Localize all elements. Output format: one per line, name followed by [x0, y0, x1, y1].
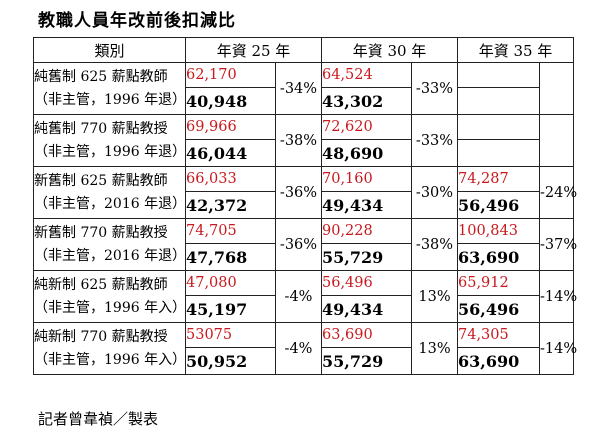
y35-post-reform-value: 63,690: [457, 347, 540, 375]
y35-pre-reform-value: [457, 114, 540, 140]
y25-pre-reform-value: 53075: [185, 322, 276, 348]
y30-pre-reform-value: 64,524: [321, 62, 412, 88]
category-line-1: 新舊制 625 薪點教師: [34, 172, 168, 189]
category-line-2: （非主管，1996 年入）: [34, 351, 187, 368]
table-row-continued: 40,948 43,302: [34, 87, 574, 115]
row-category-label: 純新制 625 薪點教師 （非主管，1996 年入）: [33, 270, 187, 323]
y35-reduction-percent: -24%: [539, 166, 577, 219]
table-header-row: 類別 年資 25 年 年資 30 年 年資 35 年: [33, 37, 574, 63]
y25-post-reform-value: 47,768: [185, 243, 276, 271]
row-category-label: 新舊制 770 薪點教授 （非主管，2016 年退）: [33, 218, 187, 271]
y30-post-reform-value: 48,690: [321, 139, 412, 167]
header-30-years: 年資 30 年: [321, 37, 458, 63]
y25-pre-reform-value: 69,966: [185, 114, 276, 140]
category-line-2: （非主管，2016 年退）: [34, 195, 187, 212]
row-category-label: 新舊制 625 薪點教師 （非主管，2016 年退）: [33, 166, 187, 219]
y30-reduction-percent: -30%: [411, 166, 458, 219]
y25-post-reform-value: 50,952: [185, 347, 276, 375]
category-line-2: （非主管，1996 年入）: [34, 299, 187, 316]
y30-pre-reform-value: 90,228: [321, 218, 412, 244]
y35-pre-reform-value: 74,305: [457, 322, 540, 348]
category-line-2: （非主管，2016 年退）: [34, 247, 187, 264]
y25-reduction-percent: -4%: [275, 322, 322, 375]
category-line-1: 純新制 770 薪點教授: [34, 328, 168, 345]
y30-pre-reform-value: 70,160: [321, 166, 412, 192]
page-title: 教職人員年改前後扣減比: [38, 11, 236, 31]
table-row: 純新制 770 薪點教授 （非主管，1996 年入） 53075 -4% 63,690 1…: [33, 322, 577, 375]
y35-post-reform-value: [457, 139, 540, 167]
y30-reduction-percent: -33%: [411, 62, 458, 115]
y30-pre-reform-value: 56,496: [321, 270, 412, 296]
table-row-continued: 47,768 55,729 63,690: [34, 243, 574, 271]
y30-post-reform-value: 55,729: [321, 243, 412, 271]
category-line-2: （非主管，1996 年退）: [34, 143, 187, 160]
category-line-2: （非主管，1996 年退）: [34, 91, 187, 108]
y35-post-reform-value: [457, 87, 540, 115]
table-row: 純新制 625 薪點教師 （非主管，1996 年入） 47,080 -4% 56,496…: [33, 270, 577, 323]
y35-reduction-percent: -37%: [539, 218, 577, 271]
y30-reduction-percent: 13%: [411, 322, 458, 375]
y35-post-reform-value: 56,496: [457, 295, 540, 323]
table-row-continued: 46,044 48,690: [34, 139, 574, 167]
table-row: 新舊制 770 薪點教授 （非主管，2016 年退） 74,705 -36% 90,22…: [33, 218, 577, 271]
y35-pre-reform-value: 100,843: [457, 218, 540, 244]
y25-post-reform-value: 42,372: [185, 191, 276, 219]
y35-reduction-percent: [539, 62, 574, 115]
y30-pre-reform-value: 63,690: [321, 322, 412, 348]
header-35-years: 年資 35 年: [457, 37, 574, 63]
y35-pre-reform-value: 74,287: [457, 166, 540, 192]
y30-reduction-percent: -38%: [411, 218, 458, 271]
table-row: 純舊制 625 薪點教師 （非主管，1996 年退） 62,170 -34% 64,52…: [33, 62, 574, 115]
y35-pre-reform-value: 65,912: [457, 270, 540, 296]
y30-post-reform-value: 55,729: [321, 347, 412, 375]
y25-pre-reform-value: 47,080: [185, 270, 276, 296]
y30-reduction-percent: -33%: [411, 114, 458, 167]
y25-post-reform-value: 40,948: [185, 87, 276, 115]
y30-reduction-percent: 13%: [411, 270, 458, 323]
y35-reduction-percent: -14%: [539, 322, 577, 375]
category-line-1: 純舊制 625 薪點教師: [34, 68, 168, 85]
category-line-1: 純新制 625 薪點教師: [34, 276, 168, 293]
table-row-continued: 42,372 49,434 56,496: [34, 191, 574, 219]
y35-post-reform-value: 63,690: [457, 243, 540, 271]
table-row: 新舊制 625 薪點教師 （非主管，2016 年退） 66,033 -36% 70,16…: [33, 166, 577, 219]
credit-line: 記者曾韋禎／製表: [38, 410, 159, 428]
y25-reduction-percent: -4%: [275, 270, 322, 323]
header-category: 類別: [33, 37, 186, 63]
y35-reduction-percent: -14%: [539, 270, 577, 323]
category-line-1: 新舊制 770 薪點教授: [34, 224, 168, 241]
y30-post-reform-value: 49,434: [321, 191, 412, 219]
table-body: 純舊制 625 薪點教師 （非主管，1996 年退） 62,170 -34% 64,52…: [33, 62, 577, 375]
y30-post-reform-value: 49,434: [321, 295, 412, 323]
y25-post-reform-value: 45,197: [185, 295, 276, 323]
table-row-continued: 50,952 55,729 63,690: [34, 347, 574, 375]
y25-reduction-percent: -38%: [275, 114, 322, 167]
y35-pre-reform-value: [457, 62, 540, 88]
deduction-table: 類別 年資 25 年 年資 30 年 年資 35 年 純舊制 625 薪點教師 （…: [33, 37, 577, 375]
y25-reduction-percent: -34%: [275, 62, 322, 115]
row-category-label: 純舊制 770 薪點教授 （非主管，1996 年退）: [33, 114, 187, 167]
y35-post-reform-value: 56,496: [457, 191, 540, 219]
y25-pre-reform-value: 74,705: [185, 218, 276, 244]
y30-pre-reform-value: 72,620: [321, 114, 412, 140]
y25-pre-reform-value: 66,033: [185, 166, 276, 192]
y35-reduction-percent: [539, 114, 574, 167]
y25-reduction-percent: -36%: [275, 218, 322, 271]
table-row: 純舊制 770 薪點教授 （非主管，1996 年退） 69,966 -38% 72,62…: [33, 114, 574, 167]
header-25-years: 年資 25 年: [185, 37, 322, 63]
row-category-label: 純舊制 625 薪點教師 （非主管，1996 年退）: [33, 62, 187, 115]
y25-post-reform-value: 46,044: [185, 139, 276, 167]
y25-pre-reform-value: 62,170: [185, 62, 276, 88]
category-line-1: 純舊制 770 薪點教授: [34, 120, 168, 137]
row-category-label: 純新制 770 薪點教授 （非主管，1996 年入）: [33, 322, 187, 375]
y30-post-reform-value: 43,302: [321, 87, 412, 115]
y25-reduction-percent: -36%: [275, 166, 322, 219]
